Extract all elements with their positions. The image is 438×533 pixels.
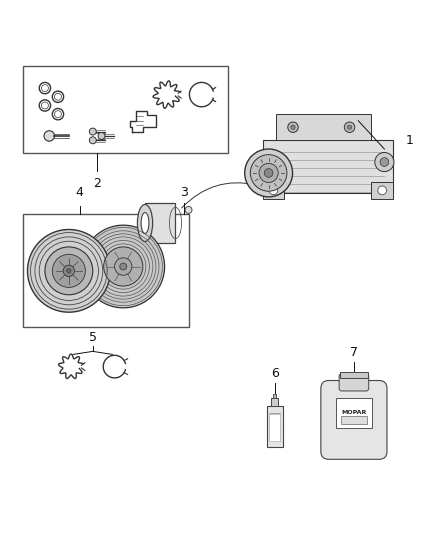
Circle shape bbox=[82, 225, 165, 308]
Ellipse shape bbox=[138, 205, 152, 241]
Circle shape bbox=[344, 122, 355, 133]
Circle shape bbox=[380, 158, 389, 166]
Circle shape bbox=[67, 269, 71, 273]
Circle shape bbox=[291, 125, 295, 130]
Circle shape bbox=[264, 168, 273, 177]
Ellipse shape bbox=[141, 213, 149, 233]
Circle shape bbox=[44, 131, 54, 141]
Circle shape bbox=[52, 254, 85, 287]
Bar bbox=[336, 398, 372, 427]
Circle shape bbox=[45, 247, 93, 295]
Bar bbox=[23, 214, 188, 327]
Circle shape bbox=[259, 163, 278, 182]
Bar bbox=[340, 372, 368, 378]
Bar bbox=[262, 140, 393, 192]
Circle shape bbox=[63, 265, 74, 277]
Circle shape bbox=[375, 152, 394, 172]
Bar bbox=[271, 398, 278, 406]
Text: 2: 2 bbox=[93, 177, 101, 190]
Circle shape bbox=[104, 247, 143, 286]
Bar bbox=[269, 415, 280, 441]
Bar bbox=[371, 182, 393, 199]
Bar bbox=[341, 416, 367, 424]
Circle shape bbox=[269, 186, 278, 195]
Circle shape bbox=[245, 149, 293, 197]
Bar bbox=[267, 406, 283, 447]
Text: 3: 3 bbox=[180, 186, 188, 199]
Text: 4: 4 bbox=[76, 186, 84, 199]
Bar bbox=[262, 182, 284, 199]
Circle shape bbox=[185, 206, 192, 213]
FancyBboxPatch shape bbox=[321, 381, 387, 459]
Circle shape bbox=[89, 137, 96, 144]
Circle shape bbox=[120, 263, 127, 270]
Text: 5: 5 bbox=[89, 331, 97, 344]
FancyBboxPatch shape bbox=[339, 374, 369, 391]
Bar bbox=[145, 204, 176, 243]
Text: MOPAR: MOPAR bbox=[341, 410, 367, 415]
Circle shape bbox=[288, 122, 298, 133]
Circle shape bbox=[98, 133, 105, 140]
Text: 1: 1 bbox=[406, 134, 414, 147]
Bar bbox=[273, 393, 276, 398]
Circle shape bbox=[28, 230, 110, 312]
Bar bbox=[276, 114, 371, 140]
Bar bbox=[23, 66, 228, 154]
Text: 6: 6 bbox=[271, 367, 279, 379]
Circle shape bbox=[115, 258, 132, 275]
Text: 7: 7 bbox=[350, 346, 358, 359]
Circle shape bbox=[347, 125, 352, 130]
Circle shape bbox=[89, 128, 96, 135]
Circle shape bbox=[378, 186, 387, 195]
Circle shape bbox=[251, 155, 287, 191]
